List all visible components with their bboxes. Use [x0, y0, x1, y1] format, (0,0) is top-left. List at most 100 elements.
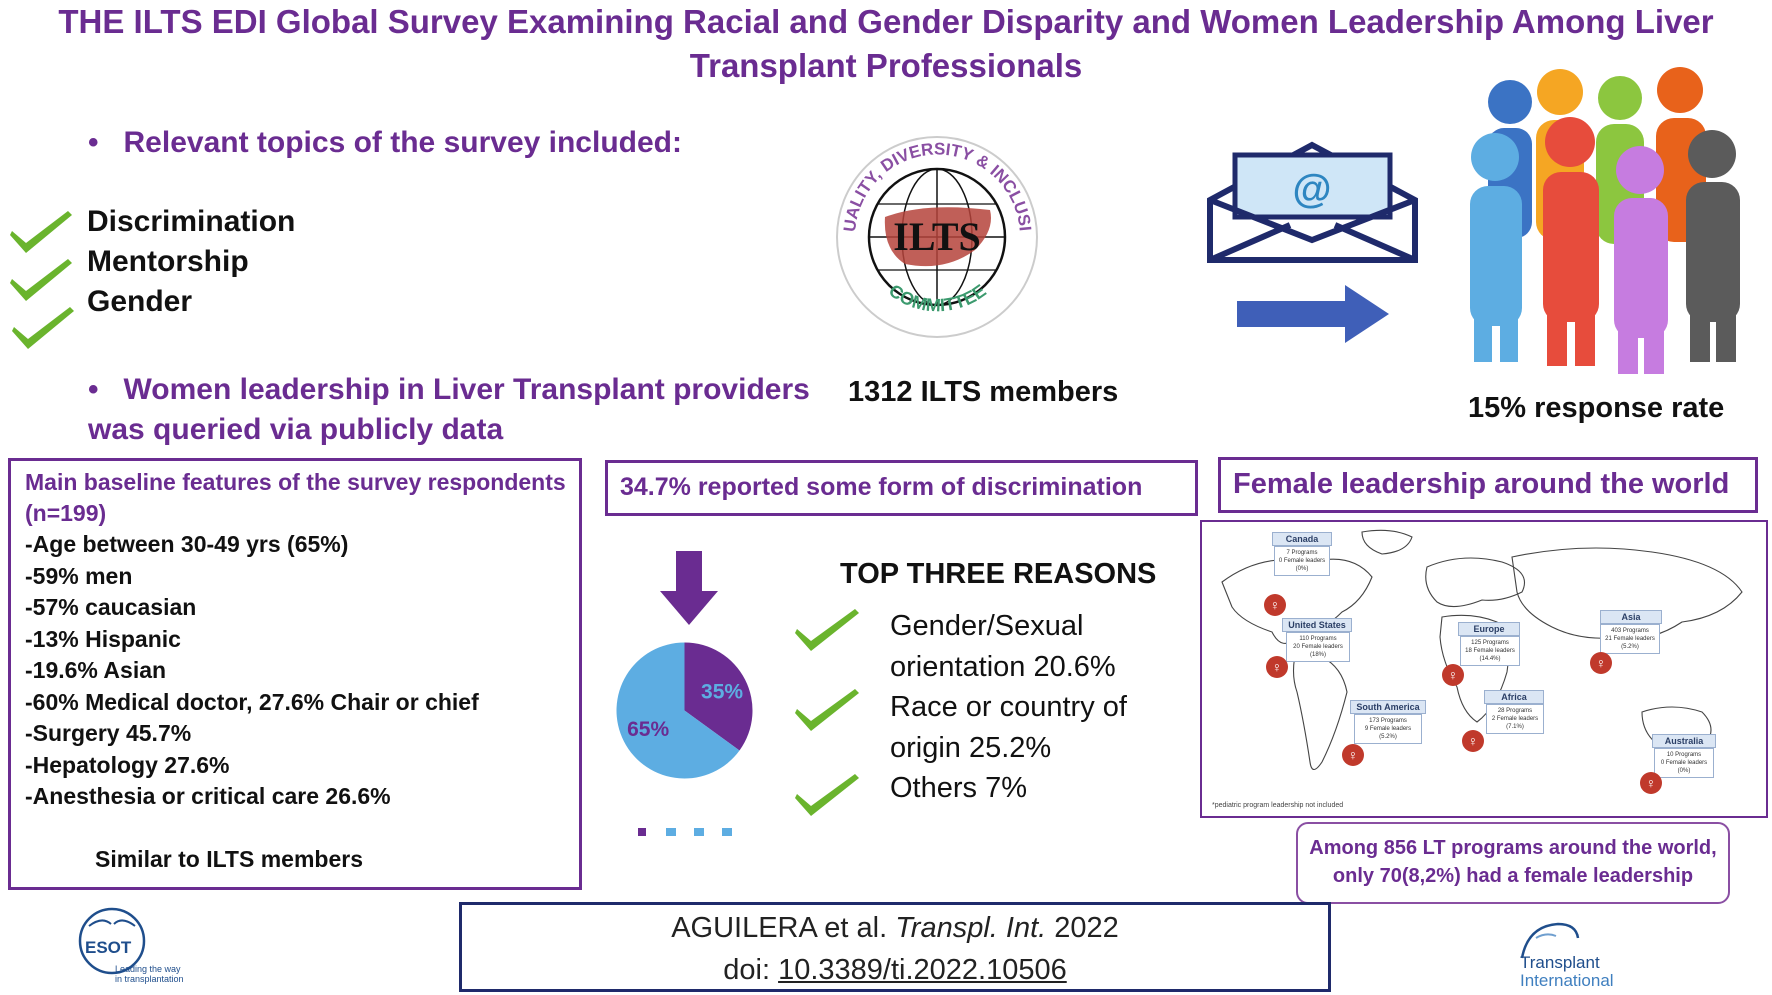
ilts-edi-logo: ILTS EQUALITY, DIVERSITY & INCLUSION COM…: [825, 132, 1038, 338]
esot-logo-name: ESOT: [85, 938, 132, 957]
dotted-divider: [638, 828, 732, 836]
citation-line-2: doi: 10.3389/ti.2022.10506: [462, 949, 1328, 991]
region-stat: 20 Female leaders: [1293, 644, 1343, 650]
at-sign-icon: @: [1292, 167, 1331, 211]
region-stat: 403 Programs: [1611, 628, 1649, 634]
female-symbol-icon: ♀: [1590, 652, 1612, 674]
discrimination-label: 34.7% reported some form of discriminati…: [620, 473, 1143, 501]
female-symbol-icon: ♀: [1264, 594, 1286, 616]
discrimination-box: 34.7% reported some form of discriminati…: [605, 460, 1198, 516]
region-label: Australia: [1652, 734, 1716, 748]
region-label: Asia: [1600, 610, 1662, 624]
region-stat: 2 Female leaders: [1491, 716, 1539, 722]
baseline-item: -19.6% Asian: [25, 657, 167, 683]
members-label: 1312 ILTS members: [848, 376, 1119, 408]
reason-line: Gender/Sexual: [890, 610, 1084, 642]
ti-logo-line: Transplant: [1520, 953, 1600, 972]
check-icon: [795, 689, 859, 731]
email-envelope-icon: @: [1207, 141, 1418, 263]
female-symbol-icon: ♀: [1640, 772, 1662, 794]
esot-hands-icon: [78, 907, 146, 975]
response-rate-label: 15% response rate: [1468, 392, 1725, 424]
liver-icon: [884, 207, 991, 267]
region-stat: (7.1%): [1506, 724, 1524, 730]
region-stat: (14.4%): [1479, 656, 1501, 662]
region-label: Canada: [1272, 532, 1332, 546]
pie-slice: [684, 642, 753, 751]
baseline-item: -Hepatology 27.6%: [25, 751, 230, 778]
baseline-item: -59% men: [25, 562, 133, 589]
region-stat: 0 Female leaders: [1660, 760, 1708, 766]
ti-hands-icon: [1520, 922, 1580, 959]
world-map-panel: Canada 7 Programs 0 Female leaders (0%) …: [1200, 520, 1768, 818]
citation-box: AGUILERA et al. Transpl. Int. 2022 doi: …: [459, 902, 1331, 992]
reason-check-icons: [795, 609, 859, 816]
person-icon: [1470, 133, 1522, 362]
ti-logo-line: International: [1520, 971, 1614, 990]
region-stat: 9 Female leaders: [1364, 726, 1412, 732]
region-label: South America: [1350, 700, 1426, 714]
region-label: United States: [1282, 618, 1352, 632]
women-heading: • Women leadership in Liver Transplant p…: [88, 370, 810, 450]
esot-tagline-line: in transplantation: [115, 974, 184, 984]
topic-item: Gender: [87, 285, 193, 318]
baseline-item: -Anesthesia or critical care 26.6%: [25, 783, 391, 809]
map-footnote: *pediatric program leadership not includ…: [1212, 802, 1344, 809]
baseline-features-box: Main baseline features of the survey res…: [8, 458, 582, 890]
region-stat: (5.2%): [1621, 644, 1639, 650]
citation-authors: AGUILERA et al.: [671, 912, 888, 944]
esot-logo-tagline: Leading the way in transplantation: [115, 964, 184, 984]
person-icon: [1686, 130, 1740, 362]
female-symbol-icon: ♀: [1342, 744, 1364, 766]
baseline-item: -57% caucasian: [25, 594, 197, 620]
bullet-dot: •: [88, 373, 124, 406]
reason-line: Others 7%: [890, 772, 1027, 804]
person-icon: [1543, 117, 1599, 366]
female-symbol-icon: ♀: [1442, 664, 1464, 686]
female-symbol-icon: ♀: [1266, 656, 1288, 678]
pie-slice: [616, 642, 740, 779]
leadership-summary-line-2: only 70(8,2%) had a female leadership: [1332, 865, 1694, 887]
topics-heading-text: Relevant topics of the survey included:: [123, 126, 682, 159]
discrimination-pie-chart: 35% 65%: [616, 642, 753, 779]
esot-tagline-line: Leading the way: [115, 964, 181, 974]
reason-line: orientation 20.6%: [890, 650, 1116, 683]
region-stat: 18 Female leaders: [1465, 648, 1515, 654]
region-stat: (0%): [1677, 768, 1691, 774]
down-arrow-icon: [660, 551, 718, 625]
people-group-icon: [1470, 67, 1740, 374]
baseline-title-line-1: Main baseline features of the survey res…: [25, 469, 566, 495]
transplant-international-logo: Transplant International: [1518, 918, 1678, 992]
check-icon-group: [10, 211, 74, 349]
doi-link[interactable]: 10.3389/ti.2022.10506: [778, 954, 1067, 986]
bullet-dot: •: [88, 126, 124, 159]
leadership-summary-line-1: Among 856 LT programs around the world,: [1309, 837, 1717, 859]
region-label: Europe: [1458, 622, 1520, 636]
region-label: Africa: [1484, 690, 1544, 704]
right-arrow-icon: [1237, 285, 1389, 343]
region-card: 7 Programs 0 Female leaders (0%): [1274, 546, 1330, 576]
region-card: 28 Programs 2 Female leaders (7.1%): [1486, 704, 1544, 734]
citation-line-1: AGUILERA et al. Transpl. Int. 2022: [462, 907, 1328, 949]
baseline-item: -60% Medical doctor, 27.6% Chair or chie…: [25, 688, 479, 715]
region-stat: (5.2%): [1379, 734, 1397, 740]
esot-logo: ESOT Leading the way in transplantation: [75, 906, 215, 992]
baseline-item: -Age between 30-49 yrs (65%): [25, 531, 349, 557]
top-reasons-heading: TOP THREE REASONS: [840, 558, 1157, 590]
leadership-summary-box: Among 856 LT programs around the world, …: [1296, 822, 1730, 904]
ti-logo-text: Transplant International: [1520, 954, 1614, 990]
baseline-title-line-2: (n=199): [25, 500, 107, 526]
baseline-item: -13% Hispanic: [25, 625, 181, 652]
region-stat: (18%): [1309, 652, 1326, 658]
topic-item: Discrimination: [87, 205, 296, 238]
region-stat: 10 Programs: [1666, 752, 1702, 758]
check-icon: [795, 609, 859, 651]
baseline-item: -Surgery 45.7%: [25, 720, 192, 746]
region-stat: 173 Programs: [1369, 718, 1407, 724]
page-title: THE ILTS EDI Global Survey Examining Rac…: [0, 0, 1772, 88]
reason-line: origin 25.2%: [890, 731, 1052, 764]
region-card: 110 Programs 20 Female leaders (18%): [1286, 632, 1350, 662]
region-card: 403 Programs 21 Female leaders (5.2%): [1600, 624, 1660, 654]
region-stat: 21 Female leaders: [1605, 636, 1655, 642]
ilts-logo-center: ILTS: [893, 214, 981, 259]
